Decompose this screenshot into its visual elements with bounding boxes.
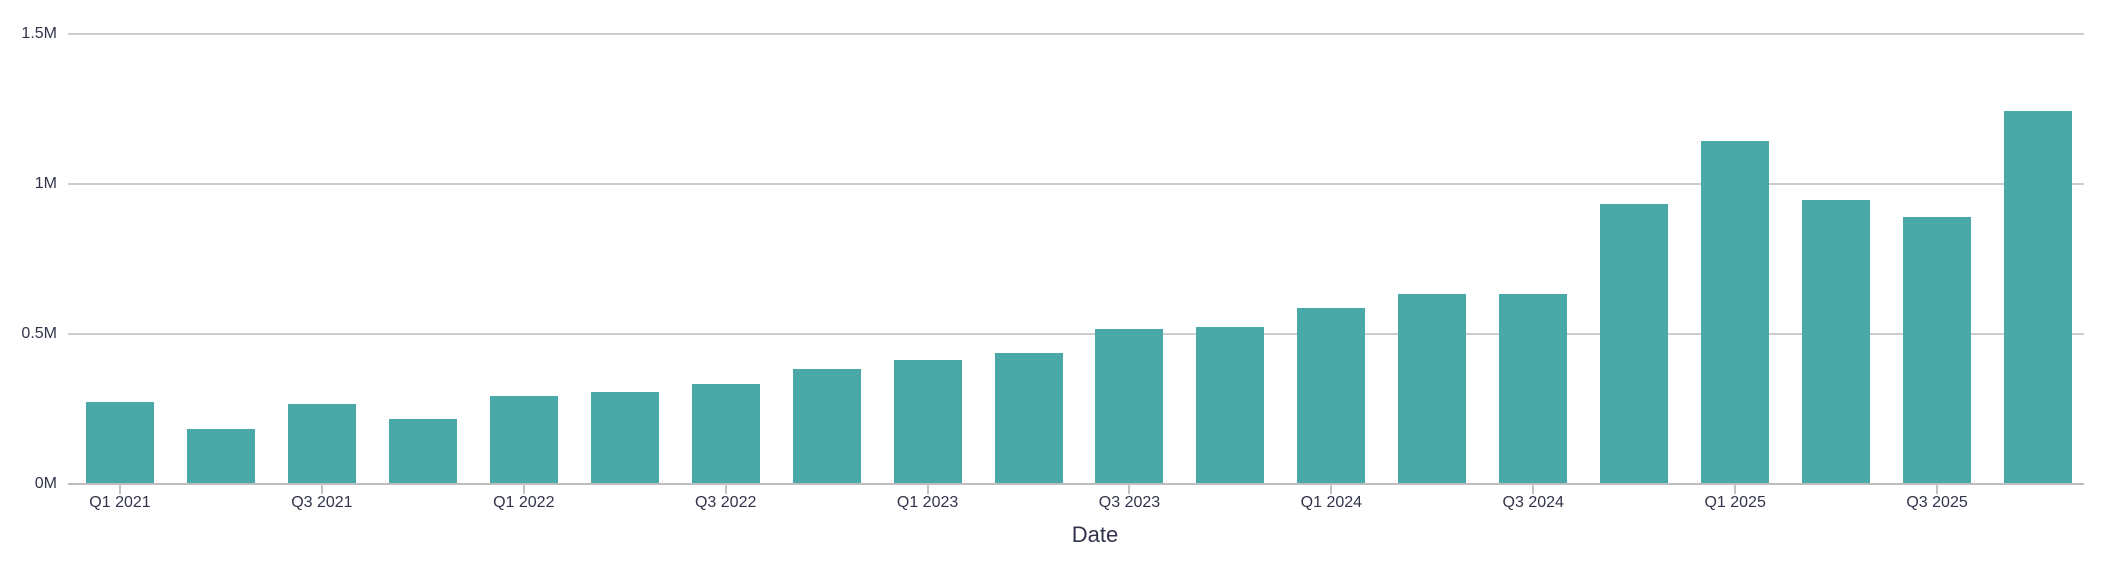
x-axis-tick xyxy=(1532,484,1535,494)
bar[interactable] xyxy=(1398,293,1467,484)
x-axis-tick-label: Q1 2025 xyxy=(1704,494,1766,511)
y-axis-tick-label: 1.5M xyxy=(21,25,57,42)
bar[interactable] xyxy=(1297,307,1366,484)
x-axis-tick xyxy=(1936,484,1939,494)
x-axis-tick-label: Q3 2022 xyxy=(694,494,757,511)
x-axis-tick xyxy=(926,484,929,494)
bar[interactable] xyxy=(1499,293,1568,484)
bar[interactable] xyxy=(388,419,457,484)
x-axis-tick-label: Q1 2023 xyxy=(896,494,959,511)
x-axis-tick xyxy=(724,484,727,494)
x-axis-tick xyxy=(320,484,323,494)
bar[interactable] xyxy=(893,360,962,484)
bar[interactable] xyxy=(186,428,255,484)
bar[interactable] xyxy=(590,392,659,484)
bar[interactable] xyxy=(2004,111,2072,484)
bar[interactable] xyxy=(1095,328,1164,484)
gridline xyxy=(68,333,2084,335)
bar[interactable] xyxy=(1701,141,1770,484)
x-axis-tick xyxy=(522,484,525,494)
bar[interactable] xyxy=(287,404,356,484)
bar[interactable] xyxy=(1196,327,1265,484)
bar[interactable] xyxy=(1600,203,1669,484)
x-axis-line xyxy=(68,483,2084,485)
bar[interactable] xyxy=(1802,199,1871,484)
x-axis-title: Date xyxy=(1071,522,1119,547)
y-axis-tick-label: 0.5M xyxy=(21,325,57,342)
gridline xyxy=(68,183,2084,185)
y-axis-tick-label: 0M xyxy=(34,475,57,492)
x-axis-tick-label: Q3 2024 xyxy=(1502,494,1564,511)
x-axis-tick-label: Q3 2023 xyxy=(1098,494,1161,511)
bar[interactable] xyxy=(994,352,1063,484)
x-axis-tick-label: Q1 2022 xyxy=(493,494,555,511)
bar[interactable] xyxy=(86,402,154,484)
bar[interactable] xyxy=(1903,217,1972,484)
x-axis-tick xyxy=(1330,484,1333,494)
bar[interactable] xyxy=(792,369,861,484)
x-axis-tick-label: Q1 2024 xyxy=(1300,494,1363,511)
x-axis-tick-label: Q3 2025 xyxy=(1906,494,1968,511)
bar[interactable] xyxy=(489,396,558,484)
x-axis-tick xyxy=(1734,484,1737,494)
x-axis-tick-label: Q3 2021 xyxy=(291,494,353,511)
bar[interactable] xyxy=(691,384,760,484)
x-axis-tick xyxy=(1128,484,1131,494)
x-axis-tick-label: Q1 2021 xyxy=(89,494,151,511)
x-axis-tick xyxy=(119,484,121,494)
gridline xyxy=(68,33,2084,35)
y-axis-tick-label: 1M xyxy=(34,175,57,192)
